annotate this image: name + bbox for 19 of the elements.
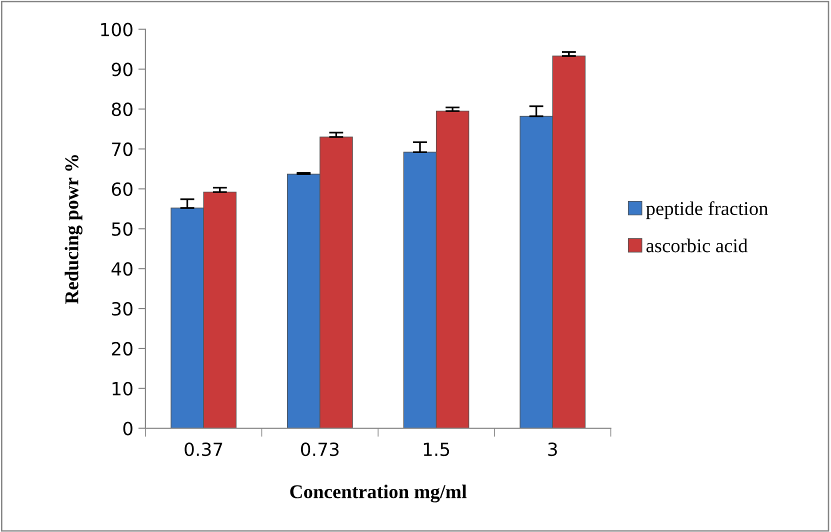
y-tick-label: 30 [112, 302, 132, 316]
y-tick-label: 40 [112, 262, 132, 276]
y-tick-label: 10 [112, 382, 132, 396]
legend-label: peptide fraction [646, 201, 768, 220]
legend-label: ascorbic acid [646, 238, 748, 252]
y-tick-label: 70 [112, 142, 132, 156]
y-tick-label: 60 [112, 182, 132, 196]
y-tick-label: 80 [112, 102, 132, 116]
x-tick-label: 3 [548, 442, 557, 456]
y-tick-label: 90 [112, 62, 132, 76]
y-tick-label: 100 [101, 22, 132, 36]
x-tick-label: 1.5 [424, 442, 450, 456]
x-tick-label: 0.37 [184, 442, 222, 456]
y-tick-label: 50 [112, 222, 132, 236]
y-tick-label: 0 [123, 422, 132, 436]
y-axis-title: Reducing powr % [64, 155, 82, 304]
x-axis-title: Concentration mg/ml [290, 484, 467, 502]
x-tick-label: 0.73 [301, 442, 339, 456]
y-tick-label: 20 [112, 342, 132, 356]
